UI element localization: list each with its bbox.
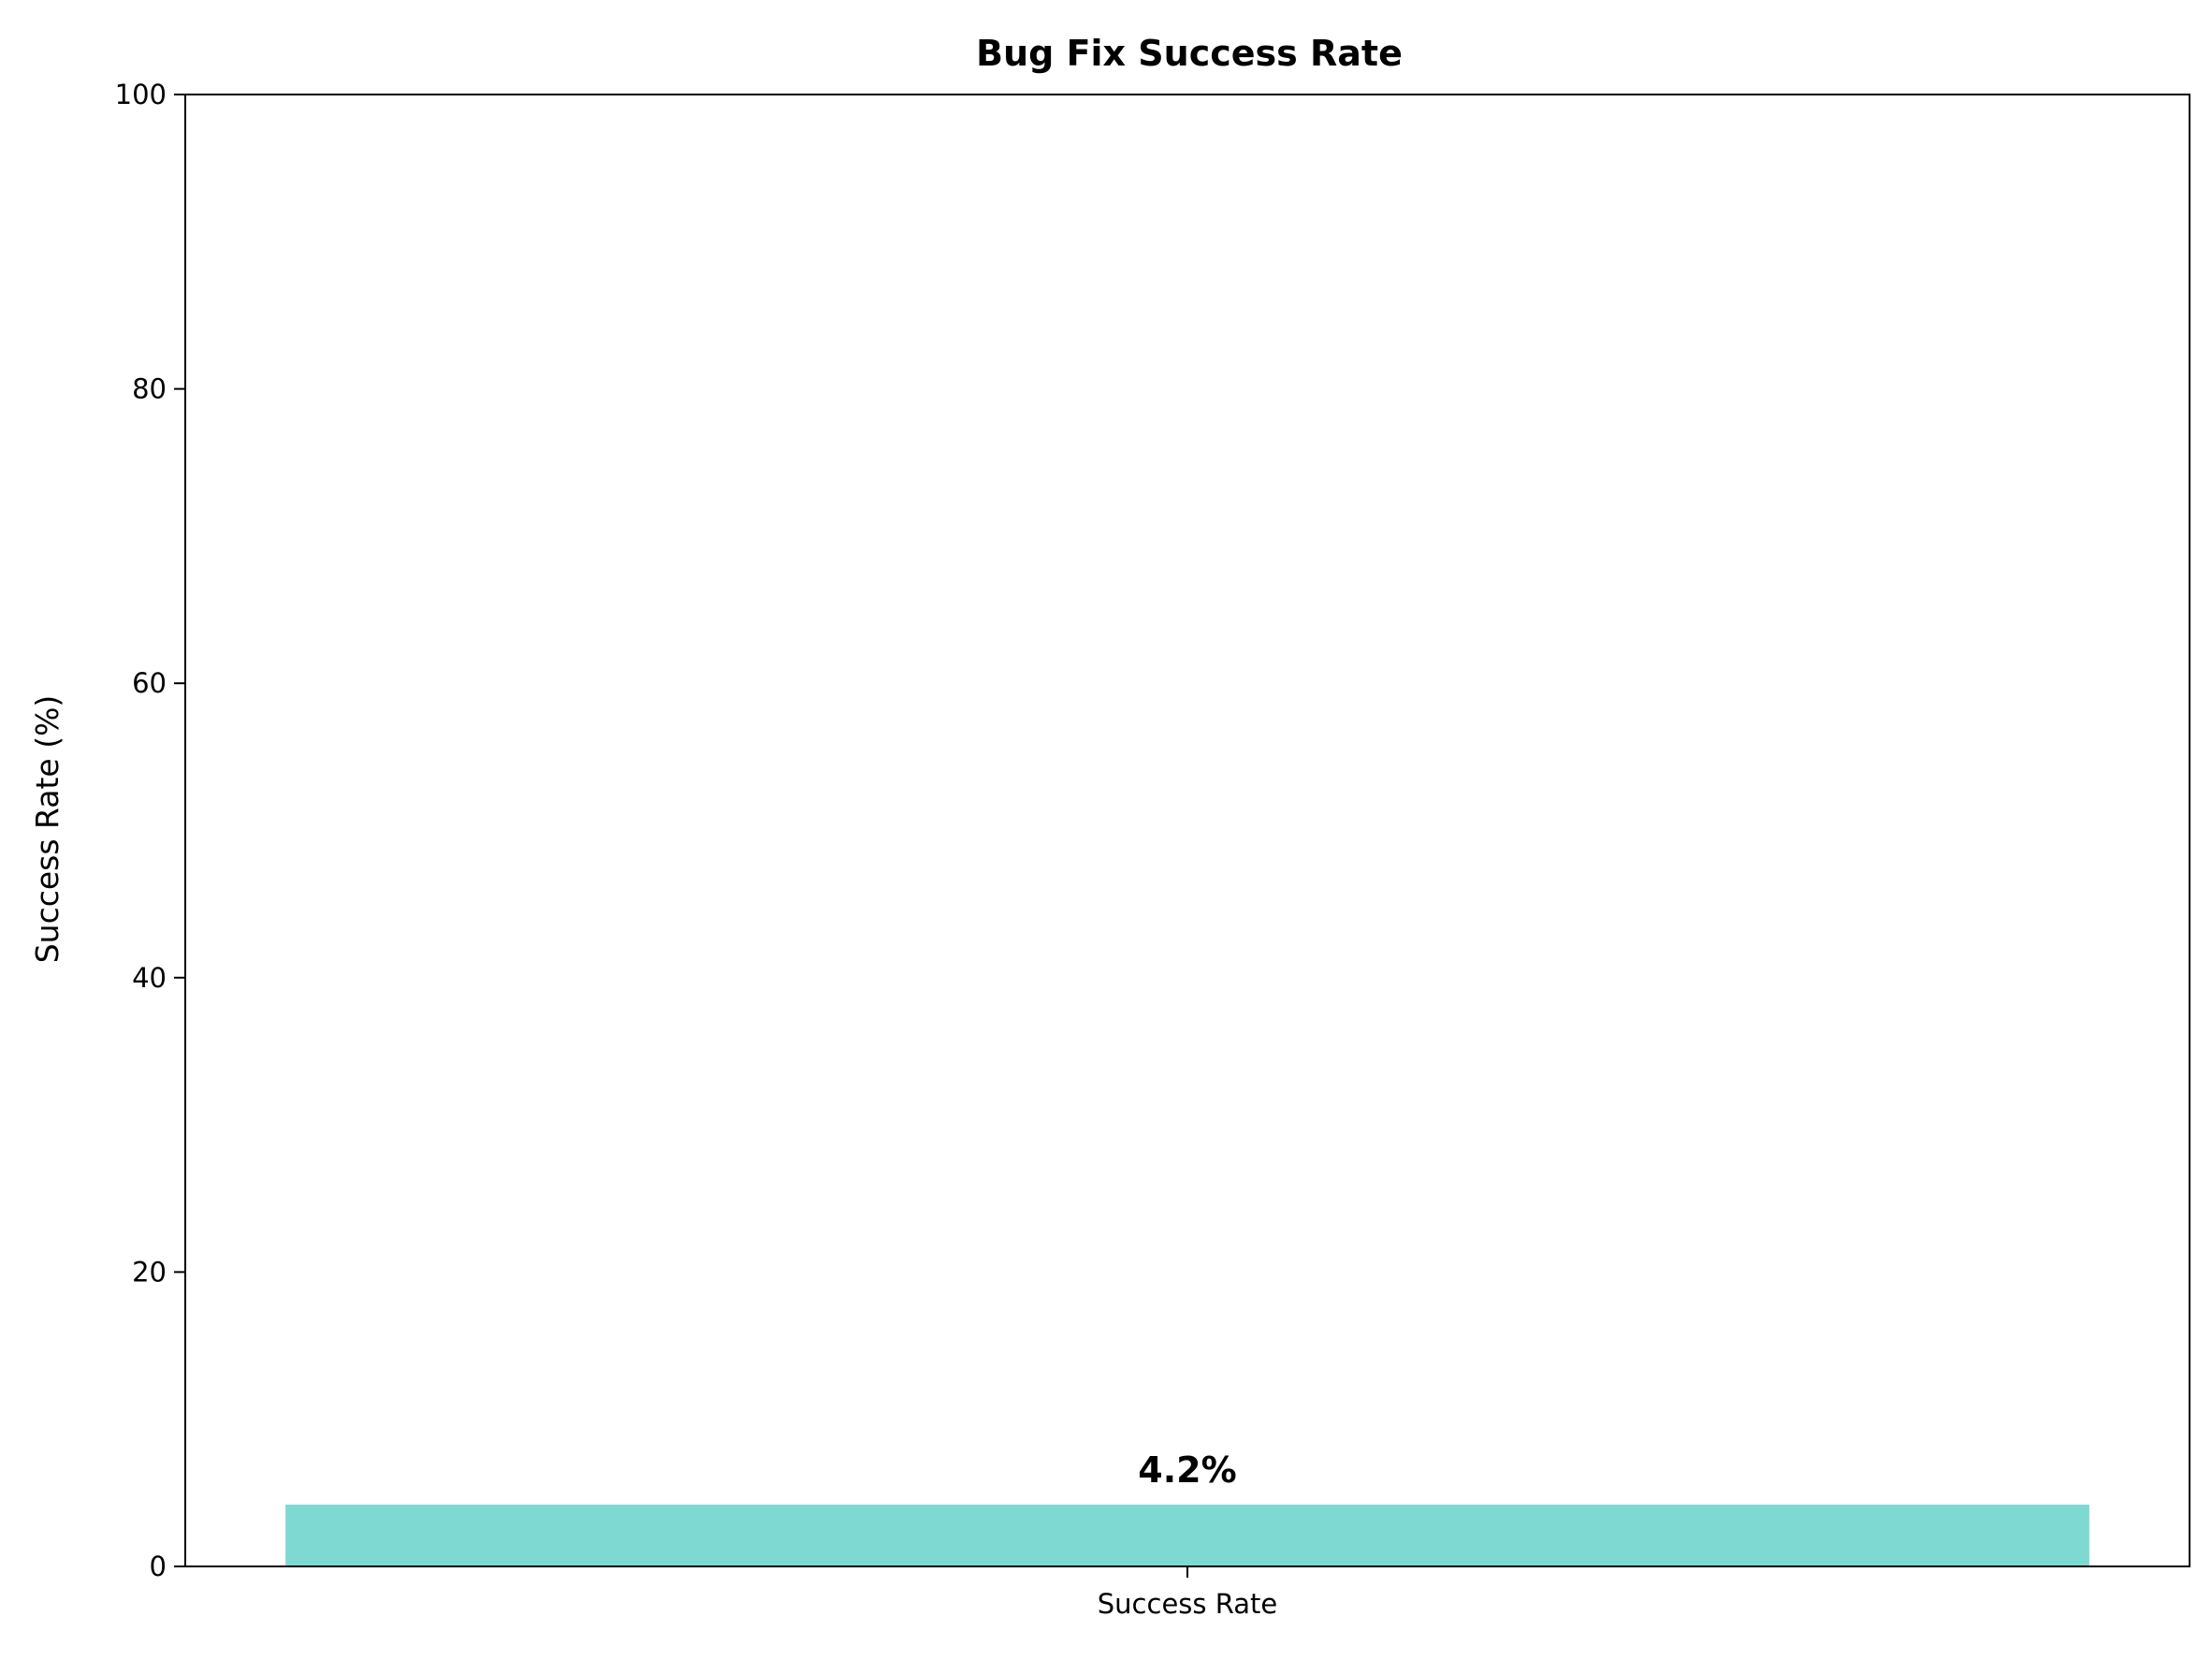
y-tick-label: 0 (150, 1551, 167, 1582)
x-tick-label: Success Rate (1098, 1588, 1277, 1620)
bar-data-label: 4.2% (1138, 1449, 1236, 1491)
y-tick-label: 40 (132, 962, 167, 994)
bar (285, 1504, 2089, 1566)
y-tick-label: 20 (132, 1256, 167, 1288)
chart-title: Bug Fix Success Rate (976, 33, 1403, 74)
y-tick-label: 100 (115, 79, 167, 110)
plot-area: 4.2% Success Rate 0 20 40 60 80 100 (115, 79, 2190, 1620)
plot-frame (184, 94, 2190, 1567)
y-axis-label: Success Rate (%) (29, 695, 65, 964)
y-tick-label: 80 (132, 373, 167, 405)
y-tick-label: 60 (132, 667, 167, 699)
